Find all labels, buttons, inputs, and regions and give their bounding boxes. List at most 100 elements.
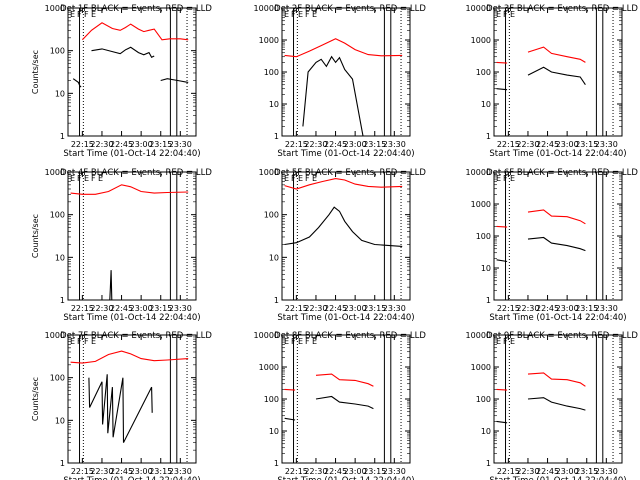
flag-label: E [496, 174, 501, 183]
panel-title: Det 4F BLACK = Events, RED = LLD [60, 168, 212, 178]
y-tick-label: 10000 [254, 331, 279, 340]
x-tick-label: 23:30 [169, 140, 192, 149]
panel-title: Det 7F BLACK = Events, RED = LLD [60, 331, 212, 341]
series-line-lld [284, 38, 403, 58]
x-tick-label: 22:15 [71, 467, 94, 476]
x-tick-label: 23:15 [575, 140, 598, 149]
y-tick-label: 1 [60, 459, 65, 468]
x-axis-label: Start Time (01-Oct-14 22:04:40) [489, 313, 626, 323]
x-tick-label: 22:30 [516, 140, 539, 149]
x-tick-label: 23:00 [344, 140, 367, 149]
series-line-lld [70, 184, 189, 195]
x-axis-label: Start Time (01-Oct-14 22:04:40) [277, 149, 414, 159]
y-tick-label: 100 [476, 395, 491, 404]
x-tick-label: 22:15 [285, 304, 308, 313]
flag-label: E [496, 10, 501, 19]
x-axis-label: Start Time (01-Oct-14 22:04:40) [63, 313, 200, 323]
y-tick-label: 1 [486, 296, 491, 305]
x-tick-label: 23:00 [556, 140, 579, 149]
x-tick-label: 22:30 [516, 467, 539, 476]
x-axis-label: Start Time (01-Oct-14 22:04:40) [489, 149, 626, 159]
y-tick-label: 1 [274, 296, 279, 305]
y-tick-label: 1000 [471, 200, 491, 209]
panel-title: Det 9F BLACK = Events, RED = LLD [486, 331, 638, 341]
y-axis-label: Counts/sec [31, 214, 40, 258]
y-tick-label: 1000 [259, 168, 279, 177]
y-tick-label: 1000 [471, 36, 491, 45]
x-tick-label: 22:30 [304, 140, 327, 149]
x-tick-label: 23:30 [383, 467, 406, 476]
flag-label: E [284, 10, 289, 19]
x-tick-label: 23:00 [556, 467, 579, 476]
x-tick-label: 22:45 [536, 467, 559, 476]
x-tick-label: 22:30 [516, 304, 539, 313]
x-tick-label: 23:00 [344, 467, 367, 476]
y-tick-label: 100 [264, 68, 279, 77]
y-tick-label: 10 [269, 253, 279, 262]
x-tick-label: 23:30 [595, 140, 618, 149]
flag-label: E [298, 10, 303, 19]
flag-label: F [84, 337, 89, 346]
plot-frame [67, 171, 197, 301]
y-tick-label: 10 [55, 416, 65, 425]
x-tick-label: 23:15 [575, 304, 598, 313]
flag-label: E [298, 174, 303, 183]
y-tick-label: 10 [269, 427, 279, 436]
series-line-events [109, 270, 113, 301]
y-axis-label: Counts/sec [31, 50, 40, 94]
x-tick-label: 23:15 [149, 140, 172, 149]
x-tick-label: 22:30 [90, 304, 113, 313]
x-tick-label: 22:30 [90, 467, 113, 476]
x-axis-label: Start Time (01-Oct-14 22:04:40) [489, 476, 626, 480]
flag-label: E [510, 337, 515, 346]
x-tick-label: 22:30 [304, 304, 327, 313]
flag-label: E [312, 174, 317, 183]
y-tick-label: 10 [481, 100, 491, 109]
x-tick-label: 23:00 [130, 140, 153, 149]
x-tick-label: 22:30 [90, 140, 113, 149]
flag-label: E [70, 174, 75, 183]
y-tick-label: 1 [486, 459, 491, 468]
plot-frame [281, 171, 411, 301]
panel-title: Det 6F BLACK = Events, RED = LLD [486, 168, 638, 178]
y-tick-label: 100 [264, 211, 279, 220]
x-tick-label: 23:30 [169, 304, 192, 313]
series-line-events [88, 374, 153, 443]
x-axis-label: Start Time (01-Oct-14 22:04:40) [63, 476, 200, 480]
y-tick-label: 10000 [466, 168, 491, 177]
y-tick-label: 10000 [466, 331, 491, 340]
flag-label: F [84, 10, 89, 19]
flag-label: F [305, 174, 310, 183]
flag-label: E [70, 10, 75, 19]
panel-title: Det 2F BLACK = Events, RED = LLD [274, 4, 426, 14]
flag-label: E [84, 174, 89, 183]
y-tick-label: 1 [274, 459, 279, 468]
x-tick-label: 22:15 [71, 304, 94, 313]
x-tick-label: 23:30 [595, 467, 618, 476]
y-tick-label: 1000 [45, 331, 65, 340]
panel-title: Det 3F BLACK = Events, RED = LLD [486, 4, 638, 14]
y-tick-label: 100 [50, 374, 65, 383]
flag-label: E [298, 337, 303, 346]
x-axis-label: Start Time (01-Oct-14 22:04:40) [63, 149, 200, 159]
x-tick-label: 22:15 [285, 467, 308, 476]
panel-title: Det 5F BLACK = Events, RED = LLD [274, 168, 426, 178]
flag-label: E [91, 10, 96, 19]
y-tick-label: 10 [55, 89, 65, 98]
x-tick-label: 23:15 [363, 140, 386, 149]
y-tick-label: 10000 [254, 4, 279, 13]
x-tick-label: 22:45 [324, 467, 347, 476]
panel-title: Det 1F BLACK = Events, RED = LLD [60, 4, 212, 14]
flag-label: E [284, 337, 289, 346]
x-tick-label: 22:45 [324, 304, 347, 313]
y-tick-label: 10 [481, 264, 491, 273]
flag-label: E [312, 10, 317, 19]
x-tick-label: 23:15 [575, 467, 598, 476]
y-tick-label: 1 [60, 132, 65, 141]
y-tick-label: 100 [264, 395, 279, 404]
y-tick-label: 1000 [45, 4, 65, 13]
y-tick-label: 100 [476, 232, 491, 241]
x-tick-label: 22:15 [497, 140, 520, 149]
flag-label: F [305, 337, 310, 346]
flag-label: F [305, 10, 310, 19]
